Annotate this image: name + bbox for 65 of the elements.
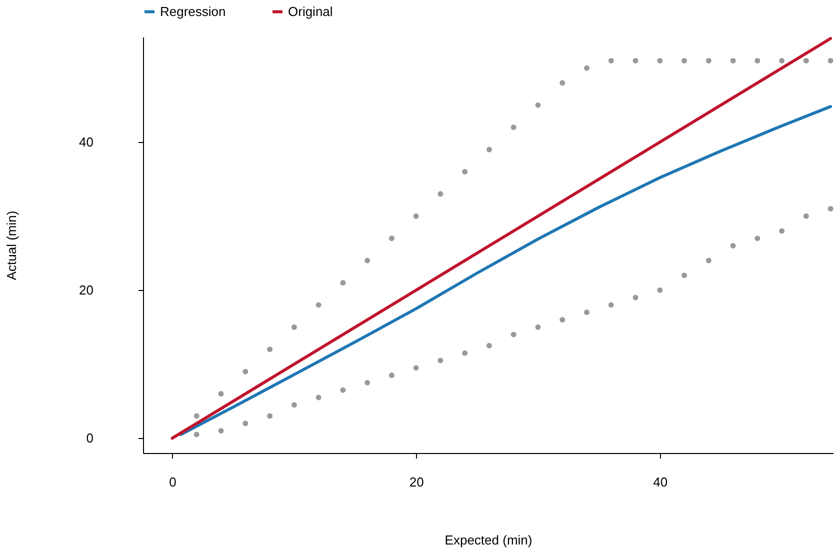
point (438, 191, 444, 197)
x-tick-label: 0 (169, 474, 176, 490)
point (803, 213, 809, 219)
point (364, 258, 370, 264)
point (584, 310, 590, 316)
point (291, 324, 297, 330)
point (706, 258, 712, 264)
point (388, 236, 394, 242)
point (194, 413, 200, 419)
line-series (179, 105, 832, 436)
point (462, 350, 468, 356)
point (560, 80, 566, 86)
point (584, 65, 590, 71)
point (828, 58, 834, 64)
point (730, 58, 736, 64)
point (535, 324, 541, 330)
y-axis-title: Actual (min) (4, 210, 20, 280)
legend-label: Original (288, 4, 333, 19)
point (754, 58, 760, 64)
point (340, 387, 346, 393)
y-tick-label: 0 (86, 430, 94, 446)
point (754, 236, 760, 242)
point (560, 317, 566, 322)
point (779, 228, 785, 234)
point (462, 168, 468, 174)
point (510, 124, 516, 130)
point (267, 413, 273, 419)
y-tick-label: 20 (79, 282, 94, 298)
point (828, 206, 834, 212)
point (194, 432, 200, 438)
point (632, 58, 638, 64)
point (682, 58, 688, 64)
point (291, 402, 297, 408)
point (779, 58, 785, 64)
point (657, 58, 663, 64)
point (413, 213, 419, 219)
point (682, 272, 688, 278)
x-axis-title: Expected (min) (444, 532, 532, 548)
point (608, 58, 614, 64)
point (218, 428, 224, 434)
point (510, 332, 516, 338)
point (340, 280, 346, 286)
point (242, 368, 248, 374)
point (632, 294, 638, 300)
point (242, 420, 248, 426)
point (413, 365, 419, 371)
point (316, 302, 322, 308)
point (730, 243, 736, 248)
x-tick-label: 20 (409, 474, 424, 490)
point (218, 391, 224, 397)
point (388, 372, 394, 378)
point (438, 358, 444, 364)
y-tick-label: 40 (79, 134, 94, 150)
point (657, 287, 663, 293)
point (535, 102, 541, 108)
point (364, 380, 370, 386)
x-tick-label: 40 (653, 474, 668, 490)
legend-label: Regression (160, 4, 226, 19)
point (267, 346, 273, 352)
point (486, 342, 492, 348)
point (706, 58, 712, 64)
point (803, 58, 809, 64)
point (316, 394, 322, 400)
point (608, 302, 614, 308)
point (486, 146, 492, 152)
